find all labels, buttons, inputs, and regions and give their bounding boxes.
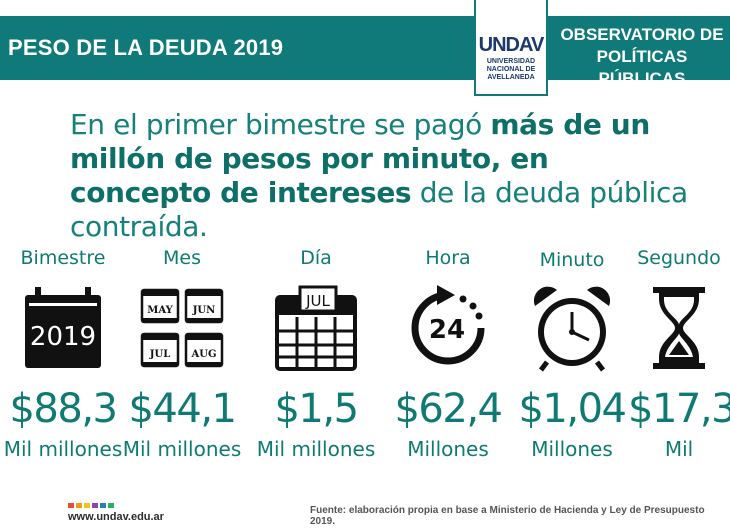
- headline: En el primer bimestre se pagó más de un …: [70, 108, 690, 244]
- svg-text:AUG: AUG: [190, 349, 216, 360]
- column-mes: Mes MAY JUN JUL A: [120, 244, 244, 461]
- column-label: Día: [300, 247, 332, 269]
- logo-wordmark: UNDAV: [478, 34, 545, 56]
- color-dot: [92, 503, 98, 508]
- column-segundo: Segundo $17,3 Mil: [628, 244, 730, 461]
- logo-sub-line-1: UNIVERSIDAD: [486, 58, 536, 65]
- column-amount: $1,04: [518, 386, 627, 432]
- column-amount: $44,1: [128, 386, 237, 432]
- column-label: Mes: [163, 247, 201, 269]
- column-unit: Millones: [407, 437, 489, 461]
- footer-source: Fuente: elaboración propia en base a Min…: [310, 505, 705, 527]
- color-dot: [108, 503, 114, 508]
- column-amount: $17,3: [628, 386, 730, 432]
- color-dot: [68, 503, 74, 508]
- column-unit: Mil millones: [122, 437, 242, 461]
- color-dot: [76, 503, 82, 508]
- column-label: Minuto: [539, 249, 605, 271]
- svg-text:MAY: MAY: [147, 305, 173, 316]
- svg-text:2019: 2019: [30, 322, 96, 352]
- months-calendar-icon: MAY JUN JUL AUG: [120, 280, 244, 375]
- undav-logo: UNDAV UNIVERSIDAD NACIONAL DE AVELLANEDA: [474, 0, 548, 96]
- color-dot: [84, 503, 90, 508]
- hourglass-icon: [628, 280, 730, 375]
- footer-url-link[interactable]: www.undav.edu.ar: [68, 511, 164, 523]
- column-unit: Millones: [531, 437, 613, 461]
- headline-bold: más de un millón de pesos por minuto, en…: [70, 108, 650, 209]
- logo-sub-line-3: AVELLANEDA: [487, 74, 535, 81]
- column-unit: Mil millones: [256, 437, 376, 461]
- calendar-2019-icon: 2019: [0, 280, 126, 375]
- column-minuto: Minuto $1,04 Millones: [512, 244, 632, 461]
- column-amount: $88,3: [9, 386, 118, 432]
- column-hora: Hora 24 $62,4 Millones: [388, 244, 508, 461]
- column-label: Segundo: [637, 247, 721, 269]
- column-bimestre: Bimestre 2019 $88,3 Mil millones: [0, 244, 126, 461]
- color-dot: [100, 503, 106, 508]
- svg-text:24: 24: [429, 315, 465, 345]
- column-unit: Mil: [664, 437, 694, 461]
- headline-part-1: En el primer bimestre se pagó: [70, 108, 491, 141]
- column-amount: $62,4: [394, 386, 503, 432]
- column-amount: $1,5: [274, 386, 359, 432]
- page-title: PESO DE LA DEUDA 2019: [8, 35, 284, 60]
- header-bar: [0, 16, 730, 80]
- observatory-title: OBSERVATORIO DE POLÍTICAS PÚBLICAS: [560, 25, 724, 88]
- 24-hours-icon: 24: [388, 280, 508, 375]
- logo-sub-line-2: NACIONAL DE: [486, 66, 536, 73]
- footer-color-dots: [68, 503, 114, 508]
- column-label: Hora: [425, 247, 471, 269]
- svg-text:JUL: JUL: [149, 349, 170, 360]
- svg-text:JUN: JUN: [192, 305, 216, 316]
- column-dia: Día JUL $1,5 Mil millones: [256, 244, 376, 461]
- logo-subtitle: UNIVERSIDAD NACIONAL DE AVELLANEDA: [476, 58, 546, 82]
- day-calendar-icon: JUL: [256, 280, 376, 375]
- alarm-clock-icon: [512, 280, 632, 375]
- column-label: Bimestre: [20, 247, 106, 269]
- column-unit: Mil millones: [3, 437, 123, 461]
- svg-text:JUL: JUL: [305, 292, 330, 310]
- headline-part-2: de la deuda pública contraída.: [70, 176, 688, 243]
